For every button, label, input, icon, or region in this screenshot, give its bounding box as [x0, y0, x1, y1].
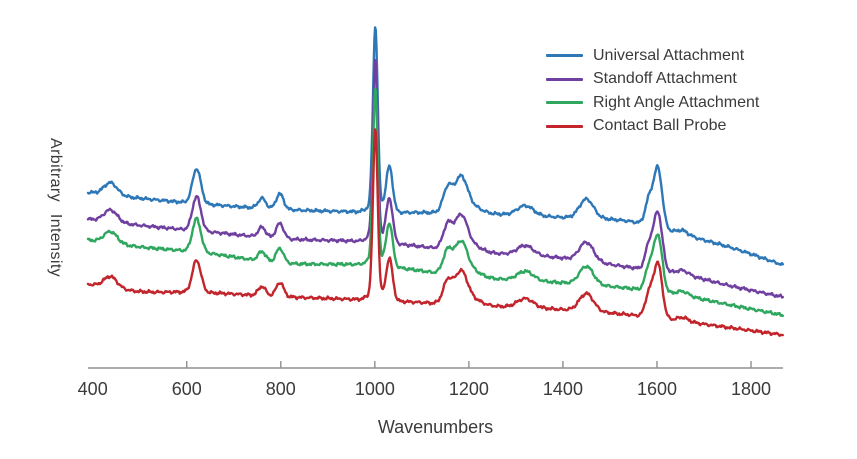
x-axis-title: Wavenumbers	[377, 417, 494, 437]
x-tick-label-1000: 1000	[355, 379, 395, 399]
legend-item-right-angle-attachment: Right Angle Attachment	[546, 91, 759, 115]
x-tick-label-1400: 1400	[543, 379, 583, 399]
legend-item-standoff-attachment: Standoff Attachment	[546, 68, 759, 92]
legend-line-swatch-right-angle-attachment	[546, 101, 583, 105]
legend-label-universal-attachment: Universal Attachment	[593, 46, 745, 64]
legend-label-standoff-attachment: Standoff Attachment	[593, 70, 737, 88]
series-line-contact-ball-probe	[86, 128, 784, 337]
legend: Universal Attachment Standoff Attachment R…	[546, 44, 759, 138]
legend-line-swatch-standoff-attachment	[546, 77, 583, 81]
series-line-standoff-attachment	[86, 59, 784, 299]
x-tick-label-800: 800	[266, 379, 296, 399]
x-tick-label-400: 400	[78, 379, 108, 399]
x-tick-label-600: 600	[172, 379, 202, 399]
y-axis-title: Arbitrary Intensity	[47, 138, 64, 278]
x-tick-label-1800: 1800	[731, 379, 771, 399]
legend-item-universal-attachment: Universal Attachment	[546, 44, 759, 68]
legend-line-swatch-contact-ball-probe	[546, 124, 583, 128]
series-line-right-angle-attachment	[86, 87, 784, 318]
legend-label-contact-ball-probe: Contact Ball Probe	[593, 117, 727, 135]
legend-item-contact-ball-probe: Contact Ball Probe	[546, 115, 759, 139]
legend-label-right-angle-attachment: Right Angle Attachment	[593, 93, 760, 111]
legend-line-swatch-universal-attachment	[546, 54, 583, 58]
series-line-universal-attachment	[86, 26, 784, 266]
x-tick-label-1600: 1600	[637, 379, 677, 399]
x-tick-label-1200: 1200	[449, 379, 489, 399]
